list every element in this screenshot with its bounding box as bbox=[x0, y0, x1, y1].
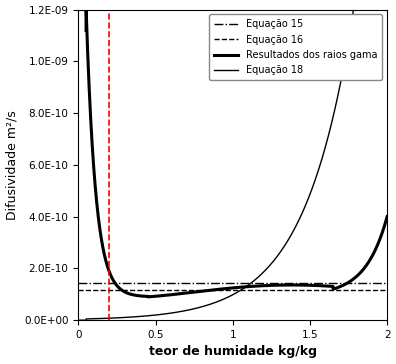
Resultados dos raios gama bbox=[385, 214, 390, 219]
Resultados dos raios gama bbox=[145, 295, 150, 299]
Resultados dos raios gama bbox=[136, 293, 141, 298]
Resultados dos raios gama bbox=[84, 28, 88, 32]
Equação 18 bbox=[194, 306, 199, 310]
Resultados dos raios gama bbox=[118, 287, 123, 291]
Resultados dos raios gama bbox=[84, 8, 89, 12]
Line: Resultados dos raios gama: Resultados dos raios gama bbox=[86, 10, 387, 297]
X-axis label: teor de humidade kg/kg: teor de humidade kg/kg bbox=[149, 345, 317, 359]
Line: Equação 18: Equação 18 bbox=[78, 0, 387, 320]
Y-axis label: Difusividade m²/s: Difusividade m²/s bbox=[6, 110, 19, 220]
Equação 18 bbox=[111, 316, 116, 320]
Equação 18 bbox=[208, 302, 213, 306]
Resultados dos raios gama bbox=[346, 280, 351, 284]
Equação 18 bbox=[129, 315, 134, 319]
Resultados dos raios gama bbox=[212, 288, 217, 292]
Equação 18 bbox=[345, 42, 350, 47]
Resultados dos raios gama bbox=[199, 289, 204, 293]
Resultados dos raios gama bbox=[379, 233, 384, 237]
Legend: Equação 15, Equação 16, Resultados dos raios gama, Equação 18: Equação 15, Equação 16, Resultados dos r… bbox=[209, 15, 382, 80]
Equação 18 bbox=[76, 318, 81, 323]
